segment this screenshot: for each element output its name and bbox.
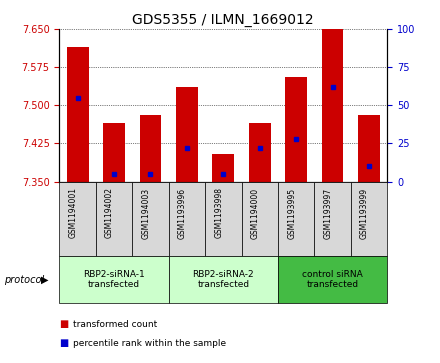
Bar	[242, 182, 278, 256]
Bar	[59, 256, 169, 303]
Bar	[278, 182, 314, 256]
Text: ▶: ▶	[41, 274, 48, 285]
Bar	[59, 182, 96, 256]
Bar	[205, 182, 242, 256]
Bar	[358, 115, 380, 182]
Bar	[322, 29, 344, 182]
Bar	[67, 47, 88, 182]
Bar	[169, 182, 205, 256]
Text: GSM1193995: GSM1193995	[287, 187, 296, 238]
Bar	[176, 87, 198, 182]
Text: ■: ■	[59, 318, 69, 329]
Bar	[351, 182, 387, 256]
Bar	[278, 256, 387, 303]
Bar	[314, 182, 351, 256]
Text: GSM1194001: GSM1194001	[69, 187, 77, 238]
Bar	[103, 123, 125, 182]
Bar	[213, 154, 234, 182]
Text: GSM1194002: GSM1194002	[105, 187, 114, 238]
Text: percentile rank within the sample: percentile rank within the sample	[73, 339, 226, 348]
Text: RBP2-siRNA-1
transfected: RBP2-siRNA-1 transfected	[83, 270, 145, 289]
Text: RBP2-siRNA-2
transfected: RBP2-siRNA-2 transfected	[192, 270, 254, 289]
Bar	[139, 115, 161, 182]
Text: GSM1193996: GSM1193996	[178, 187, 187, 238]
Bar	[249, 123, 271, 182]
Text: protocol: protocol	[4, 274, 44, 285]
Text: GSM1193997: GSM1193997	[323, 187, 333, 238]
Text: ■: ■	[59, 338, 69, 348]
Title: GDS5355 / ILMN_1669012: GDS5355 / ILMN_1669012	[132, 13, 314, 26]
Text: transformed count: transformed count	[73, 319, 157, 329]
Text: GSM1194000: GSM1194000	[251, 187, 260, 238]
Text: GSM1193999: GSM1193999	[360, 187, 369, 238]
Bar	[169, 256, 278, 303]
Text: control siRNA
transfected: control siRNA transfected	[302, 270, 363, 289]
Bar	[132, 182, 169, 256]
Bar	[285, 77, 307, 182]
Text: GSM1193998: GSM1193998	[214, 187, 223, 238]
Bar	[96, 182, 132, 256]
Text: GSM1194003: GSM1194003	[141, 187, 150, 238]
